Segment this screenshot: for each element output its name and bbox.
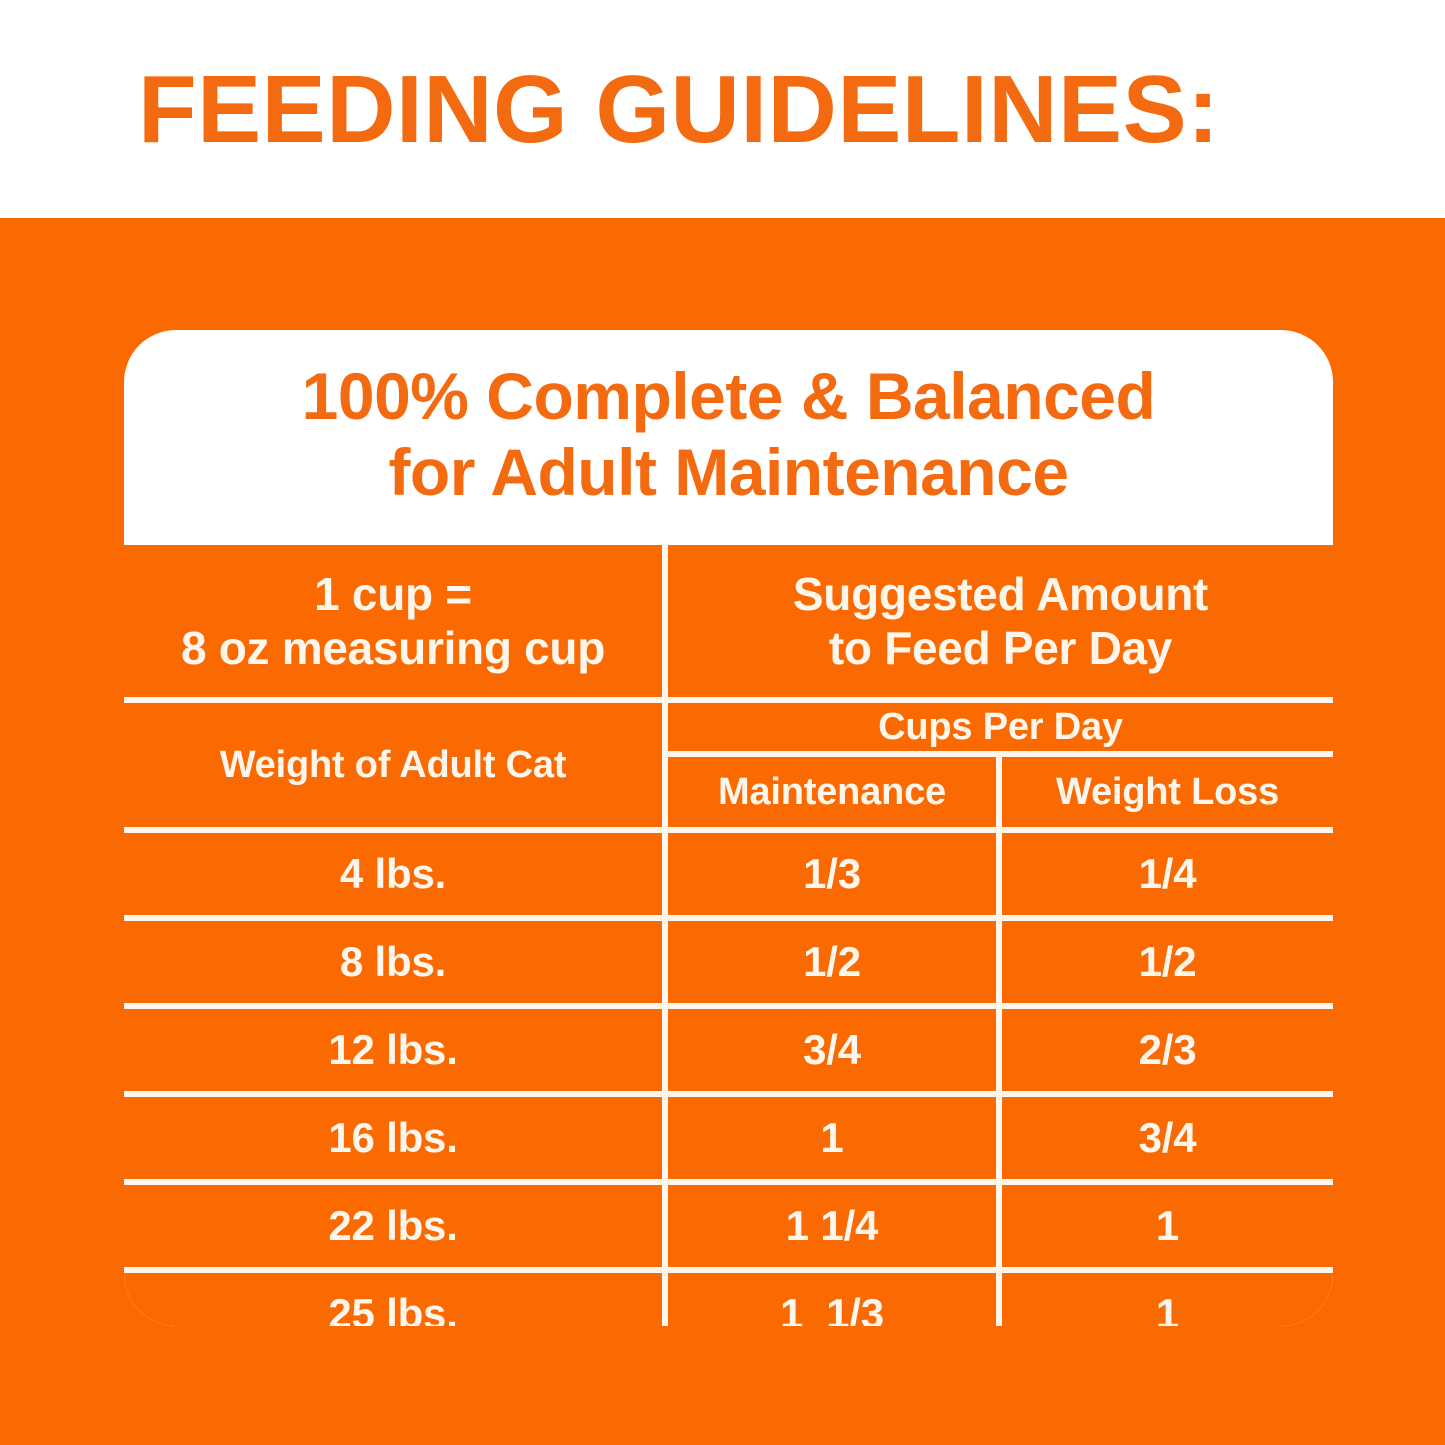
column-header-maintenance: Maintenance bbox=[665, 754, 999, 830]
page-title: FEEDING GUIDELINES: bbox=[138, 56, 1220, 163]
cell-weight-loss: 1/2 bbox=[999, 918, 1333, 1006]
header-band: FEEDING GUIDELINES: bbox=[0, 0, 1445, 218]
banner-cup-line-2: 8 oz measuring cup bbox=[180, 622, 606, 674]
cell-weight-loss: 1/4 bbox=[999, 830, 1333, 918]
cell-weight-loss: 2/3 bbox=[999, 1006, 1333, 1094]
card-headline: 100% Complete & Balanced for Adult Maint… bbox=[124, 358, 1333, 510]
banner-cup-line-1: 1 cup = bbox=[314, 568, 472, 620]
table-row: 22 lbs. 1 1/4 1 bbox=[124, 1182, 1333, 1270]
cell-weight-loss: 1 bbox=[999, 1270, 1333, 1326]
headline-line-2: for Adult Maintenance bbox=[388, 435, 1069, 509]
table-row: 4 lbs. 1/3 1/4 bbox=[124, 830, 1333, 918]
cell-maintenance: 1 bbox=[665, 1094, 999, 1182]
column-header-cups-per-day: Cups Per Day bbox=[665, 700, 1333, 754]
cell-weight: 4 lbs. bbox=[124, 830, 665, 918]
cell-weight: 8 lbs. bbox=[124, 918, 665, 1006]
table-row: 8 lbs. 1/2 1/2 bbox=[124, 918, 1333, 1006]
cell-maintenance: 3/4 bbox=[665, 1006, 999, 1094]
cell-weight: 16 lbs. bbox=[124, 1094, 665, 1182]
cell-weight: 22 lbs. bbox=[124, 1182, 665, 1270]
column-header-weight-loss: Weight Loss bbox=[999, 754, 1333, 830]
column-header-weight: Weight of Adult Cat bbox=[124, 700, 665, 830]
cell-maintenance: 1 1/3 bbox=[665, 1270, 999, 1326]
banner-cell-suggested: Suggested Amount to Feed Per Day bbox=[665, 545, 1333, 700]
banner-cell-cup: 1 cup = 8 oz measuring cup bbox=[124, 545, 665, 700]
table-row: 16 lbs. 1 3/4 bbox=[124, 1094, 1333, 1182]
headline-line-1: 100% Complete & Balanced bbox=[301, 359, 1156, 433]
cell-weight-loss: 1 bbox=[999, 1182, 1333, 1270]
cell-maintenance: 1 1/4 bbox=[665, 1182, 999, 1270]
cell-weight-loss: 3/4 bbox=[999, 1094, 1333, 1182]
cell-maintenance: 1/3 bbox=[665, 830, 999, 918]
feeding-card: 100% Complete & Balanced for Adult Maint… bbox=[124, 330, 1333, 1326]
cell-weight: 12 lbs. bbox=[124, 1006, 665, 1094]
table-header-row-group: Weight of Adult Cat Cups Per Day bbox=[124, 700, 1333, 830]
table-row: 25 lbs. 1 1/3 1 bbox=[124, 1270, 1333, 1326]
table-row: 12 lbs. 3/4 2/3 bbox=[124, 1006, 1333, 1094]
cell-weight: 25 lbs. bbox=[124, 1270, 665, 1326]
feeding-table: 1 cup = 8 oz measuring cup Suggested Amo… bbox=[124, 545, 1333, 1326]
banner-suggested-line-2: to Feed Per Day bbox=[828, 622, 1173, 674]
table-header-row-sub: Maintenance Weight Loss bbox=[124, 754, 1333, 830]
banner-suggested-line-1: Suggested Amount bbox=[792, 568, 1209, 620]
table-banner-row: 1 cup = 8 oz measuring cup Suggested Amo… bbox=[124, 545, 1333, 700]
cell-maintenance: 1/2 bbox=[665, 918, 999, 1006]
feeding-table-block: 1 cup = 8 oz measuring cup Suggested Amo… bbox=[124, 545, 1333, 1326]
